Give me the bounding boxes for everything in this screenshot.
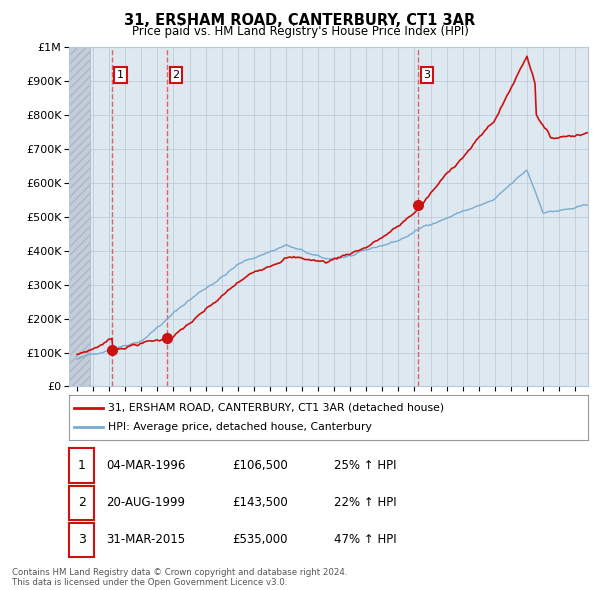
Text: 3: 3	[424, 70, 430, 80]
Text: Price paid vs. HM Land Registry's House Price Index (HPI): Price paid vs. HM Land Registry's House …	[131, 25, 469, 38]
Text: 04-MAR-1996: 04-MAR-1996	[106, 459, 185, 472]
Text: £106,500: £106,500	[232, 459, 288, 472]
Text: 20-AUG-1999: 20-AUG-1999	[106, 496, 185, 509]
Bar	[69, 47, 91, 386]
Text: 22% ↑ HPI: 22% ↑ HPI	[334, 496, 397, 509]
Text: 31, ERSHAM ROAD, CANTERBURY, CT1 3AR (detached house): 31, ERSHAM ROAD, CANTERBURY, CT1 3AR (de…	[108, 403, 444, 412]
Text: 1: 1	[117, 70, 124, 80]
Text: 2: 2	[77, 496, 86, 509]
Text: £535,000: £535,000	[232, 533, 288, 546]
Text: HPI: Average price, detached house, Canterbury: HPI: Average price, detached house, Cant…	[108, 422, 372, 432]
Text: 2: 2	[172, 70, 179, 80]
Text: 31, ERSHAM ROAD, CANTERBURY, CT1 3AR: 31, ERSHAM ROAD, CANTERBURY, CT1 3AR	[124, 13, 476, 28]
Text: £143,500: £143,500	[232, 496, 288, 509]
Text: 31-MAR-2015: 31-MAR-2015	[106, 533, 185, 546]
Text: Contains HM Land Registry data © Crown copyright and database right 2024.
This d: Contains HM Land Registry data © Crown c…	[12, 568, 347, 587]
Text: 1: 1	[77, 459, 86, 472]
Text: 3: 3	[77, 533, 86, 546]
Text: 25% ↑ HPI: 25% ↑ HPI	[334, 459, 397, 472]
Text: 47% ↑ HPI: 47% ↑ HPI	[334, 533, 397, 546]
